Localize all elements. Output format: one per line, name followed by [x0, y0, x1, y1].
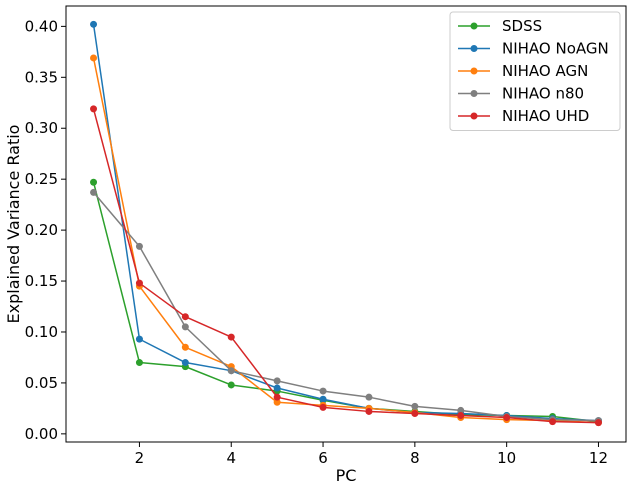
data-point-nihao-n80: [319, 387, 327, 395]
data-point-nihao-uhd: [503, 414, 511, 422]
legend-label-nihao-agn: NIHAO AGN: [502, 62, 588, 80]
legend-marker-nihao-noagn: [470, 45, 478, 52]
data-point-nihao-noagn: [135, 335, 143, 343]
legend-marker-nihao-agn: [470, 67, 478, 75]
data-point-nihao-n80: [457, 406, 465, 414]
legend-label-sdss: SDSS: [502, 17, 542, 35]
y-axis: 0.00 0.05 0.10 0.15 0.20 0.25 0.30 0.35 0.40: [25, 17, 66, 443]
series-line-nihao-uhd: [92, 108, 599, 424]
data-point-nihao-noagn: [273, 384, 281, 392]
series-line-nihao-noagn: [92, 24, 599, 422]
y-tick-label: 0.25: [25, 170, 58, 188]
legend-marker-nihao-uhd: [470, 112, 478, 120]
y-tick-label: 0.30: [25, 119, 58, 137]
x-tick-label: 10: [497, 449, 516, 467]
data-point-nihao-n80: [365, 393, 373, 401]
data-point-sdss: [90, 178, 98, 186]
data-point-nihao-n80: [227, 367, 235, 375]
data-point-nihao-n80: [273, 377, 281, 385]
x-axis: 2 4 6 8 10 12: [135, 442, 608, 467]
legend-box: [449, 11, 621, 131]
data-point-nihao-n80: [181, 323, 189, 331]
x-tick-label: 4: [226, 449, 236, 467]
x-tick-label: 6: [318, 449, 328, 467]
legend-label-nihao-uhd: NIHAO UHD: [502, 107, 589, 125]
x-tick-label: 12: [589, 449, 608, 467]
data-point-nihao-uhd: [135, 279, 143, 287]
y-tick-label: 0.15: [25, 272, 58, 290]
legend-marker-nihao-n80: [470, 90, 478, 97]
data-point-nihao-uhd: [227, 333, 235, 341]
data-point-nihao-noagn: [90, 20, 98, 28]
series-line-nihao-agn: [92, 57, 599, 424]
data-point-nihao-agn: [90, 54, 98, 62]
legend-marker-sdss: [470, 22, 478, 30]
legend: SDSS NIHAO NoAGN NIHAO AGN NIHAO n80 NIHAO U…: [449, 11, 621, 131]
data-point-nihao-n80: [90, 188, 98, 196]
y-tick-label: 0.35: [25, 68, 58, 86]
series-nihao-uhd: [90, 105, 602, 427]
data-point-nihao-uhd: [90, 105, 98, 113]
data-point-nihao-uhd: [549, 418, 557, 426]
series-layer: [90, 20, 602, 427]
data-point-nihao-agn: [181, 343, 189, 351]
data-point-nihao-n80: [411, 402, 419, 410]
data-point-nihao-noagn: [181, 359, 189, 367]
data-point-nihao-uhd: [457, 412, 465, 420]
data-point-nihao-uhd: [365, 407, 373, 415]
data-point-nihao-uhd: [181, 313, 189, 321]
data-point-nihao-noagn: [319, 395, 327, 403]
data-point-nihao-n80: [135, 242, 143, 250]
series-line-nihao-n80: [92, 191, 599, 422]
data-point-nihao-uhd: [594, 419, 602, 427]
y-tick-label: 0.40: [25, 17, 58, 35]
data-point-nihao-uhd: [273, 393, 281, 401]
y-tick-label: 0.10: [25, 323, 58, 341]
data-point-sdss: [227, 381, 235, 389]
x-axis-label: PC: [336, 466, 357, 485]
y-tick-label: 0.00: [25, 425, 58, 443]
y-axis-label: Explained Variance Ratio: [4, 125, 23, 324]
legend-label-nihao-noagn: NIHAO NoAGN: [502, 40, 609, 58]
legend-label-nihao-n80: NIHAO n80: [502, 85, 584, 103]
data-point-nihao-uhd: [319, 403, 327, 411]
x-tick-label: 8: [410, 449, 420, 467]
data-point-sdss: [135, 359, 143, 367]
x-tick-label: 2: [135, 449, 145, 467]
data-point-nihao-agn: [273, 398, 281, 406]
y-tick-label: 0.05: [25, 374, 58, 392]
y-tick-label: 0.20: [25, 221, 58, 239]
data-point-nihao-uhd: [411, 409, 419, 417]
